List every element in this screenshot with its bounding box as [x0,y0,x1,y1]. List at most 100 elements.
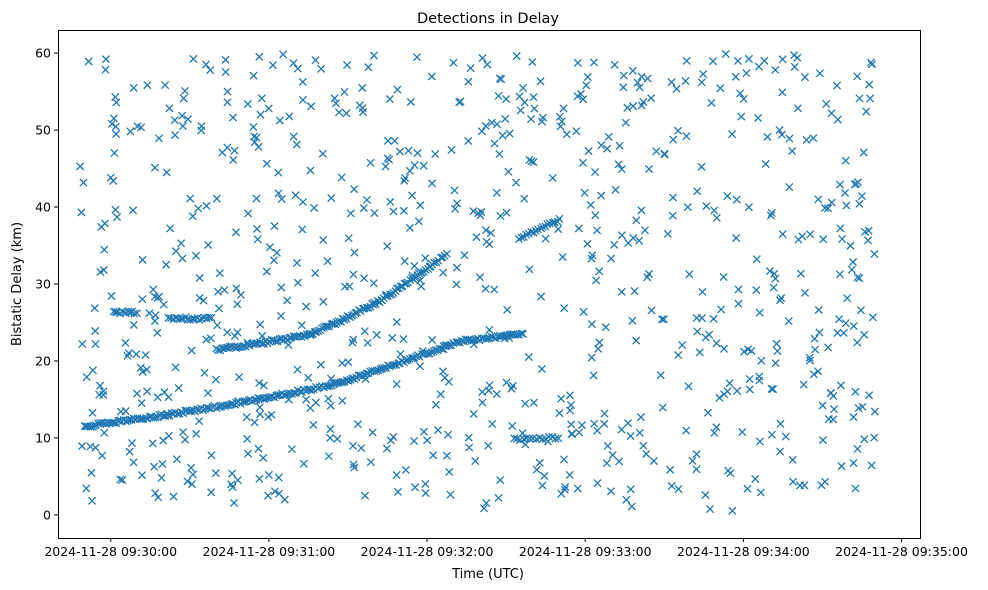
clutter-point [178,427,188,437]
clutter-point [178,254,187,263]
clutter-point [738,428,747,437]
clutter-point [826,389,835,398]
clutter-point [171,363,180,372]
clutter-point [520,194,529,203]
clutter-point [856,306,865,315]
clutter-point [232,284,241,293]
track-point [151,413,160,422]
clutter-point [778,230,787,239]
clutter-point [318,149,327,158]
clutter-point [572,127,581,136]
clutter-point [137,471,147,480]
clutter-point [658,403,667,412]
track-point [242,397,251,406]
clutter-point [361,374,370,384]
clutter-point [450,204,460,213]
clutter-point [292,258,302,267]
clutter-point [170,116,179,125]
clutter-point [868,313,877,322]
clutter-point [229,155,238,165]
clutter-point [264,412,273,422]
clutter-point [149,285,158,294]
clutter-point [698,287,707,296]
clutter-point [464,136,473,146]
clutter-point [597,191,606,200]
clutter-point [784,317,793,326]
clutter-point [388,333,397,343]
clutter-point [591,211,600,220]
clutter-point [505,129,514,138]
clutter-point [82,484,91,493]
clutter-point [405,223,415,232]
clutter-point [223,87,232,96]
clutter-point [469,340,478,349]
clutter-point [129,458,138,467]
clutter-point [268,61,277,70]
clutter-point [249,71,258,80]
clutter-point [137,399,146,408]
clutter-point [298,225,307,234]
clutter-point [617,425,626,434]
track-point [425,349,434,358]
track-point [213,346,223,355]
clutter-point [116,475,125,484]
clutter-point [243,100,252,109]
track-point [550,218,559,227]
clutter-point [465,443,474,452]
clutter-point [399,335,408,344]
clutter-point [701,490,710,500]
clutter-point [819,235,828,244]
track-point [381,292,390,301]
clutter-point [188,470,198,479]
clutter-point [575,428,584,437]
track-point [554,434,563,443]
clutter-point [573,92,582,101]
y-tick-label: 30 [35,277,51,292]
clutter-point [390,136,399,145]
clutter-point [712,339,721,348]
clutter-point [284,395,293,404]
clutter-point [681,76,690,86]
clutter-point [231,228,241,237]
clutter-point [788,455,797,464]
clutter-point [502,208,511,217]
clutter-point [870,433,879,442]
clutter-point [798,232,807,241]
clutter-point [277,194,286,204]
clutter-point [478,398,487,407]
clutter-point [317,64,326,73]
clutter-point [298,77,307,87]
clutter-point [291,191,300,200]
clutter-point [393,85,402,94]
clutter-point [153,328,162,337]
clutter-point [832,81,842,90]
clutter-point [703,408,713,417]
track-point [379,363,389,373]
clutter-point [559,104,568,113]
clutter-point [249,122,258,132]
track-point [290,388,299,398]
clutter-point [663,229,672,238]
clutter-point [674,484,683,494]
clutter-point [406,97,415,106]
clutter-point [775,126,784,135]
clutter-point [183,477,192,486]
clutter-point [211,375,221,384]
clutter-point [197,122,206,131]
clutter-point [867,461,876,470]
clutter-point [716,84,725,93]
clutter-point [770,269,779,278]
clutter-point [433,425,443,435]
clutter-point [695,348,704,357]
clutter-point [96,381,105,390]
clutter-point [617,287,626,296]
clutter-point [431,400,440,409]
clutter-point [814,305,823,314]
clutter-point [702,202,711,211]
track-point [321,322,330,331]
clutter-point [417,282,426,291]
clutter-point [88,366,97,375]
clutter-point [87,468,96,477]
clutter-point [525,265,534,274]
